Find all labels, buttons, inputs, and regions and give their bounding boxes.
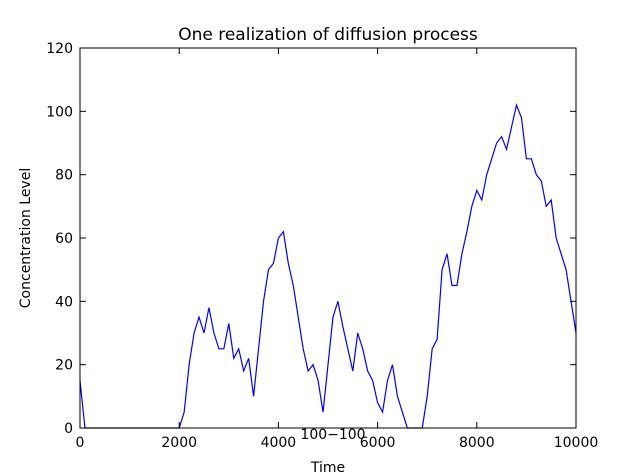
annotation: 100−100 [300,427,365,443]
chart-title: One realization of diffusion process [178,25,478,45]
y-tick-label: 20 [55,358,73,374]
x-tick-label: 8000 [459,435,495,451]
y-tick-label: 100 [46,104,73,120]
x-tick-label: 6000 [360,435,396,451]
y-tick-label: 60 [55,231,73,247]
y-tick-label: 80 [55,168,73,184]
x-axis-label: Time [310,460,345,476]
x-tick-label: 4000 [261,435,297,451]
y-tick-label: 120 [46,41,73,57]
y-tick-label: 40 [55,294,73,310]
x-tick-label: 0 [76,435,85,451]
x-tick-label: 2000 [161,435,197,451]
x-tick-label: 10000 [554,435,599,451]
y-axis-label: Concentration Level [18,168,34,308]
y-tick-label: 0 [64,421,73,437]
